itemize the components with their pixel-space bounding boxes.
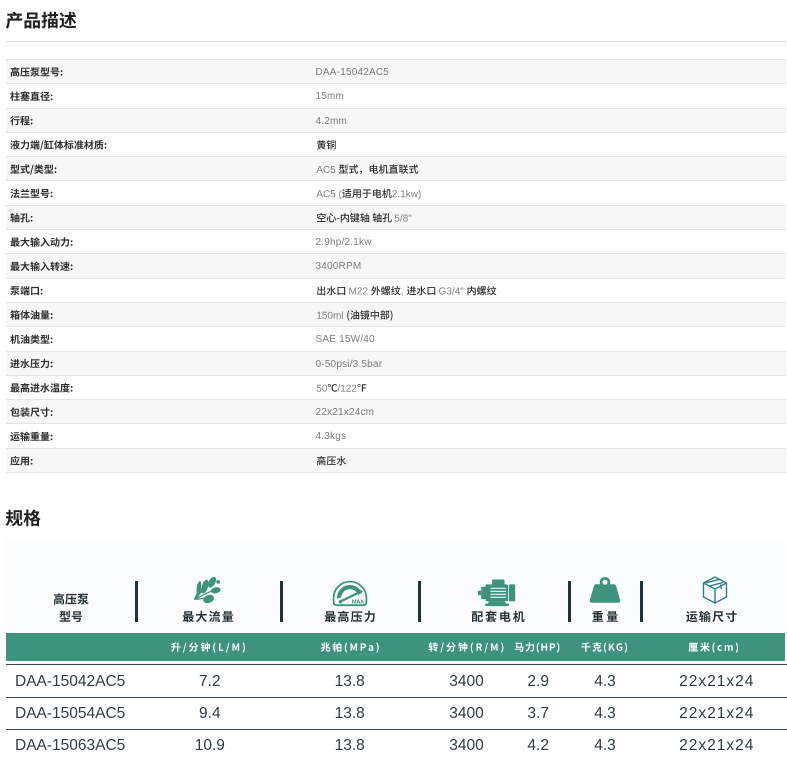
svg-text:MAX: MAX [352,600,364,606]
